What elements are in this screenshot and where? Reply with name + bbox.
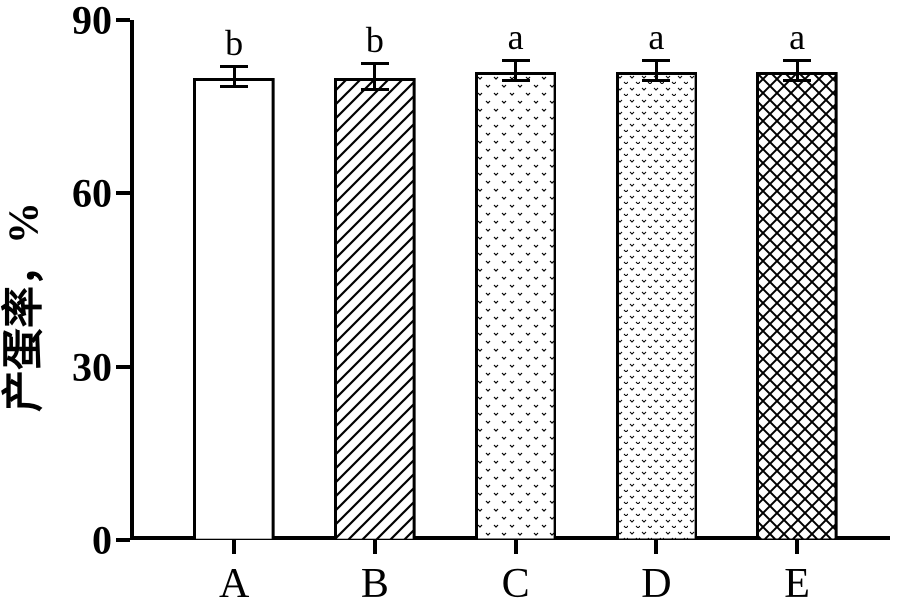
error-cap [220,85,248,88]
bar [193,78,275,540]
plot-area: 0306090bAbBaCaDaE [130,20,890,540]
error-cap [502,59,530,62]
bar-chart: 产蛋率，% 0306090bAbBaCaDaE [0,0,919,613]
x-tick-label: A [219,540,249,608]
error-bar [514,60,517,80]
x-tick-label: B [361,540,389,608]
error-bar [233,66,236,86]
x-tick-label: D [641,540,671,608]
bar [334,78,416,540]
error-cap [642,59,670,62]
significance-label: b [225,22,243,64]
y-tick-label: 0 [92,517,130,564]
significance-label: a [789,16,805,58]
error-cap [220,65,248,68]
error-cap [502,79,530,82]
y-axis-label: 产蛋率，% [0,201,51,411]
error-cap [642,79,670,82]
bar [756,72,838,540]
y-tick-label: 30 [72,343,130,390]
bar [475,72,557,540]
bar [616,72,698,540]
y-axis [130,20,134,540]
error-cap [783,59,811,62]
error-bar [655,60,658,80]
error-bar [796,60,799,80]
significance-label: b [366,19,384,61]
x-tick-label: E [784,540,810,608]
error-bar [373,63,376,89]
error-cap [361,62,389,65]
y-tick-label: 90 [72,0,130,44]
x-tick-label: C [502,540,530,608]
significance-label: a [508,16,524,58]
error-cap [783,79,811,82]
y-tick-label: 60 [72,170,130,217]
error-cap [361,88,389,91]
significance-label: a [648,16,664,58]
